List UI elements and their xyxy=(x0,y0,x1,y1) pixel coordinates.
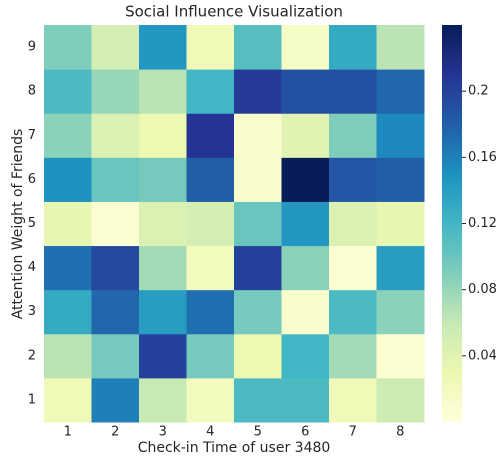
heatmap-cell xyxy=(329,113,377,158)
heatmap-cell xyxy=(186,333,235,379)
heatmap-cell xyxy=(91,25,140,70)
x-tick-label: 4 xyxy=(206,425,214,440)
heatmap-cell xyxy=(44,157,92,202)
heatmap-cell xyxy=(234,333,282,379)
heatmap-cell xyxy=(234,245,282,291)
heatmap-cell xyxy=(139,157,187,202)
heatmap-cell xyxy=(91,377,140,423)
heatmap-cell xyxy=(139,377,187,423)
heatmap-cell xyxy=(139,69,187,114)
y-tick-label: 1 xyxy=(28,392,36,407)
y-tick-label: 6 xyxy=(28,172,36,187)
colorbar-tick-label: 0.2 xyxy=(468,84,489,99)
heatmap-cell xyxy=(91,201,140,247)
heatmap-cell xyxy=(376,157,425,202)
heatmap-cell xyxy=(44,113,92,158)
y-tick-label: 5 xyxy=(28,216,36,231)
heatmap-cell xyxy=(139,113,187,158)
chart-title: Social Influence Visualization xyxy=(125,3,343,21)
heatmap-cell xyxy=(186,245,235,291)
heatmap-cell xyxy=(186,69,235,114)
heatmap-cell xyxy=(186,157,235,202)
heatmap-cell xyxy=(44,201,92,247)
x-tick-label: 5 xyxy=(254,425,262,440)
heatmap-cell xyxy=(234,69,282,114)
y-tick-label: 4 xyxy=(28,260,36,275)
heatmap-cell xyxy=(234,289,282,335)
heatmap-cell xyxy=(376,201,425,247)
heatmap-cell xyxy=(91,113,140,158)
x-tick-label: 8 xyxy=(396,425,404,440)
heatmap-cell xyxy=(186,113,235,158)
colorbar-tick-label: 0.12 xyxy=(468,216,496,231)
y-tick-label: 3 xyxy=(28,304,36,319)
heatmap-cell xyxy=(281,201,330,247)
heatmap-cell xyxy=(281,289,330,335)
y-tick-label: 9 xyxy=(28,40,36,55)
heatmap-cell xyxy=(329,245,377,291)
heatmap-cell xyxy=(376,333,425,379)
x-tick-label: 6 xyxy=(301,425,309,440)
heatmap-cell xyxy=(281,245,330,291)
x-tick-label: 7 xyxy=(349,425,357,440)
colorbar-tick-label: 0.08 xyxy=(468,282,496,297)
heatmap-cell xyxy=(44,245,92,291)
heatmap-cell xyxy=(44,333,92,379)
x-tick-label: 2 xyxy=(111,425,119,440)
heatmap-cell xyxy=(44,289,92,335)
heatmap-cell xyxy=(376,113,425,158)
heatmap-cell xyxy=(329,25,377,70)
heatmap-cell xyxy=(329,201,377,247)
heatmap-cell xyxy=(234,157,282,202)
y-tick-label: 8 xyxy=(28,84,36,99)
heatmap-cell xyxy=(329,333,377,379)
heatmap-cell xyxy=(281,69,330,114)
heatmap-cell xyxy=(139,245,187,291)
heatmap-cell xyxy=(281,377,330,423)
y-tick-label: 2 xyxy=(28,348,36,363)
heatmap-cell xyxy=(234,113,282,158)
heatmap-cell xyxy=(376,245,425,291)
heatmap-cell xyxy=(281,113,330,158)
heatmap-cell xyxy=(139,333,187,379)
heatmap-cell xyxy=(234,25,282,70)
heatmap-cell xyxy=(91,333,140,379)
colorbar xyxy=(442,25,462,422)
heatmap-cell xyxy=(44,25,92,70)
heatmap-cell xyxy=(91,69,140,114)
heatmap-cell xyxy=(376,377,425,423)
heatmap-cell xyxy=(91,289,140,335)
heatmap-cell xyxy=(91,157,140,202)
x-tick-label: 1 xyxy=(64,425,72,440)
colorbar-tick-label: 0.16 xyxy=(468,150,496,165)
heatmap-cell xyxy=(186,289,235,335)
y-axis-label: Attention Weight of Friends xyxy=(10,129,26,320)
heatmap-cell xyxy=(91,245,140,291)
heatmap-cell xyxy=(376,25,425,70)
x-tick-label: 3 xyxy=(159,425,167,440)
heatmap-cell xyxy=(44,377,92,423)
heatmap-cell xyxy=(329,377,377,423)
heatmap-cell xyxy=(329,289,377,335)
heatmap-cell xyxy=(186,377,235,423)
heatmap-cell xyxy=(139,289,187,335)
heatmap-cell xyxy=(186,25,235,70)
y-tick-label: 7 xyxy=(28,128,36,143)
heatmap-cell xyxy=(186,201,235,247)
x-axis-label: Check-in Time of user 3480 xyxy=(138,440,331,456)
heatmap-cell xyxy=(281,25,330,70)
heatmap-cell xyxy=(281,157,330,202)
heatmap-cell xyxy=(281,333,330,379)
heatmap-cell xyxy=(376,289,425,335)
heatmap-cell xyxy=(329,157,377,202)
heatmap-cell xyxy=(139,25,187,70)
heatmap-cell xyxy=(329,69,377,114)
heatmap-cell xyxy=(376,69,425,114)
heatmap-cell xyxy=(44,69,92,114)
heatmap-cell xyxy=(139,201,187,247)
heatmap-cell xyxy=(234,201,282,247)
heatmap-cell xyxy=(234,377,282,423)
colorbar-tick-label: 0.04 xyxy=(468,348,496,363)
